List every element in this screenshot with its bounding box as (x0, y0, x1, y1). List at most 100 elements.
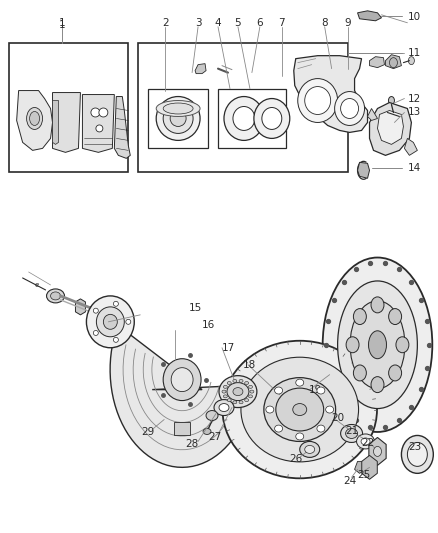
Ellipse shape (326, 406, 334, 413)
Ellipse shape (346, 429, 357, 439)
Polygon shape (294, 55, 367, 132)
Text: 8: 8 (321, 18, 328, 28)
Ellipse shape (305, 86, 331, 115)
Text: 5: 5 (235, 18, 241, 28)
Ellipse shape (113, 301, 118, 306)
Text: 10: 10 (407, 12, 420, 22)
Polygon shape (357, 11, 381, 21)
Bar (148, 88, 208, 148)
Ellipse shape (239, 379, 243, 382)
Ellipse shape (389, 96, 395, 104)
Text: e: e (35, 282, 39, 288)
Ellipse shape (99, 108, 108, 117)
Ellipse shape (241, 357, 359, 462)
Text: 19: 19 (309, 385, 322, 394)
Ellipse shape (227, 399, 231, 402)
Ellipse shape (245, 382, 249, 384)
Ellipse shape (239, 401, 243, 404)
Text: 1: 1 (59, 18, 66, 28)
Ellipse shape (223, 395, 227, 398)
Ellipse shape (93, 308, 98, 313)
Ellipse shape (371, 297, 384, 313)
Text: 29: 29 (141, 427, 155, 438)
Ellipse shape (266, 406, 274, 413)
Ellipse shape (103, 314, 117, 329)
Ellipse shape (353, 309, 366, 325)
Polygon shape (195, 63, 206, 74)
Text: 3: 3 (195, 18, 201, 28)
Text: 23: 23 (408, 442, 421, 453)
Ellipse shape (46, 289, 64, 303)
Polygon shape (385, 55, 401, 69)
Ellipse shape (296, 433, 304, 440)
Polygon shape (370, 102, 411, 155)
Ellipse shape (248, 385, 252, 389)
Ellipse shape (30, 111, 39, 125)
Ellipse shape (346, 337, 359, 353)
Polygon shape (17, 91, 53, 150)
Text: 28: 28 (185, 439, 199, 449)
Text: 25: 25 (357, 470, 370, 480)
Ellipse shape (353, 365, 366, 381)
Text: 26: 26 (289, 455, 302, 464)
Ellipse shape (245, 399, 249, 402)
Ellipse shape (27, 108, 42, 130)
Ellipse shape (227, 383, 249, 401)
Ellipse shape (275, 387, 283, 394)
Ellipse shape (357, 434, 374, 449)
Text: 18: 18 (243, 360, 257, 370)
Ellipse shape (214, 400, 234, 416)
Ellipse shape (276, 388, 324, 431)
Ellipse shape (227, 382, 231, 384)
Bar (218, 88, 286, 148)
Ellipse shape (93, 330, 98, 335)
Ellipse shape (126, 319, 131, 324)
Ellipse shape (338, 281, 417, 409)
Ellipse shape (296, 379, 304, 386)
Text: 7: 7 (279, 18, 285, 28)
Bar (9, 43, 128, 172)
Ellipse shape (371, 377, 384, 393)
Ellipse shape (368, 331, 386, 359)
Ellipse shape (223, 341, 377, 478)
Text: 12: 12 (407, 93, 420, 103)
Bar (138, 43, 348, 172)
Ellipse shape (389, 309, 402, 325)
Polygon shape (75, 299, 85, 315)
Ellipse shape (233, 387, 243, 395)
Ellipse shape (389, 58, 397, 68)
Ellipse shape (233, 401, 237, 404)
Ellipse shape (298, 78, 338, 123)
Ellipse shape (91, 108, 100, 117)
Ellipse shape (219, 403, 229, 411)
Ellipse shape (300, 441, 320, 457)
Ellipse shape (341, 99, 359, 118)
Ellipse shape (341, 424, 363, 442)
Text: 15: 15 (188, 303, 202, 313)
Ellipse shape (223, 385, 227, 389)
Text: 2: 2 (162, 18, 169, 28)
Text: 9: 9 (344, 18, 351, 28)
Text: 6: 6 (257, 18, 263, 28)
Ellipse shape (317, 387, 325, 394)
Text: 20: 20 (331, 413, 344, 423)
Text: 21: 21 (345, 426, 358, 437)
Text: 16: 16 (201, 320, 215, 330)
Ellipse shape (156, 96, 200, 140)
Ellipse shape (163, 103, 193, 114)
Ellipse shape (96, 125, 103, 132)
Ellipse shape (171, 368, 193, 392)
Ellipse shape (389, 365, 402, 381)
Polygon shape (90, 304, 100, 320)
Polygon shape (357, 163, 370, 178)
Ellipse shape (248, 395, 252, 398)
Ellipse shape (254, 99, 290, 139)
Ellipse shape (224, 96, 264, 140)
Ellipse shape (233, 379, 237, 382)
Polygon shape (362, 455, 377, 479)
Ellipse shape (262, 108, 282, 130)
Text: 14: 14 (407, 163, 420, 173)
Ellipse shape (163, 103, 193, 133)
Ellipse shape (408, 56, 414, 64)
Ellipse shape (203, 429, 211, 434)
